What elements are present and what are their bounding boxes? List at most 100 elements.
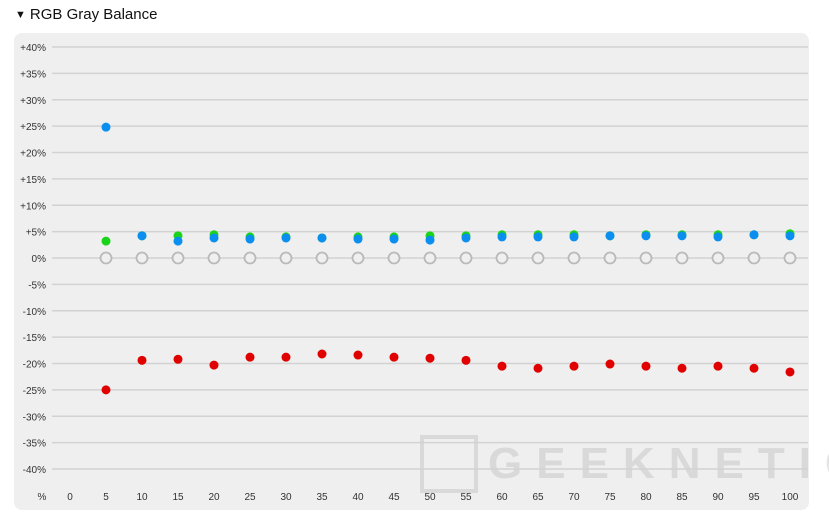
data-point-series-3 [281,233,291,243]
x-tick-label: 10 [136,492,148,503]
reference-point [171,251,185,265]
reference-point [351,251,365,265]
data-point-series-1 [569,361,579,371]
data-point-series-1 [749,363,759,373]
data-point-series-3 [209,233,219,243]
data-point-series-1 [209,360,219,370]
y-tick-label: -35% [23,439,46,450]
reference-point [495,251,509,265]
section-header[interactable]: ▼ RGB Gray Balance [15,6,157,23]
y-tick-label: +15% [20,175,46,186]
y-tick-label: +35% [20,69,46,80]
x-tick-label: 75 [604,492,616,503]
y-tick-label: -15% [23,333,46,344]
data-point-series-1 [353,350,363,360]
data-point-series-3 [173,236,183,246]
reference-point [135,251,149,265]
x-tick-label: 65 [532,492,544,503]
x-tick-label: 100 [782,492,799,503]
data-point-series-3 [317,233,327,243]
data-point-series-3 [641,231,651,241]
data-point-series-3 [137,231,147,241]
x-tick-label: 20 [208,492,220,503]
data-point-series-1 [389,352,399,362]
y-tick-label: 0% [32,254,47,265]
data-point-series-3 [785,231,795,241]
reference-point [279,251,293,265]
triangle-down-icon[interactable]: ▼ [15,8,26,21]
reference-point [459,251,473,265]
data-point-series-1 [281,352,291,362]
data-point-series-1 [713,361,723,371]
x-tick-label: 45 [388,492,400,503]
data-point-series-1 [137,355,147,365]
data-point-series-1 [641,361,651,371]
y-tick-label: -40% [23,465,46,476]
reference-point [711,251,725,265]
x-tick-label: 70 [568,492,580,503]
reference-point [747,251,761,265]
data-point-series-1 [497,361,507,371]
reference-point [675,251,689,265]
reference-point [639,251,653,265]
section-title: RGB Gray Balance [29,6,158,23]
reference-point [99,251,113,265]
x-tick-label: 90 [712,492,724,503]
reference-point [783,251,797,265]
reference-point [243,251,257,265]
data-point-series-1 [245,352,255,362]
data-point-series-3 [569,232,579,242]
data-point-series-3 [713,232,723,242]
reference-point [423,251,437,265]
y-tick-label: +10% [20,201,46,212]
x-tick-label: 40 [352,492,364,503]
chart-panel [14,33,809,510]
data-point-series-1 [785,367,795,377]
x-tick-label: 95 [748,492,760,503]
x-axis-label: % [38,492,47,503]
data-point-series-3 [425,235,435,245]
y-tick-label: +20% [20,149,46,160]
x-tick-label: 35 [316,492,328,503]
x-tick-label: 5 [103,492,109,503]
data-point-series-1 [533,363,543,373]
data-point-series-2 [101,236,111,246]
x-tick-label: 55 [460,492,472,503]
reference-point [567,251,581,265]
data-point-series-1 [605,359,615,369]
x-tick-label: 15 [172,492,184,503]
reference-point [603,251,617,265]
y-tick-label: -20% [23,360,46,371]
reference-point [531,251,545,265]
y-tick-label: +30% [20,96,46,107]
x-tick-label: 50 [424,492,436,503]
y-tick-label: +40% [20,43,46,54]
y-tick-label: -10% [23,307,46,318]
x-tick-label: 25 [244,492,256,503]
x-tick-label: 60 [496,492,508,503]
x-tick-label: 30 [280,492,292,503]
data-point-series-1 [317,349,327,359]
y-tick-label: +5% [26,228,46,239]
y-tick-label: -30% [23,412,46,423]
data-point-series-1 [173,354,183,364]
data-point-series-3 [245,234,255,244]
reference-point [387,251,401,265]
y-tick-label: -25% [23,386,46,397]
data-point-series-3 [749,230,759,240]
watermark-logo: GEEKNETIC [420,435,829,493]
y-tick-label: +25% [20,122,46,133]
data-point-series-3 [533,232,543,242]
x-tick-label: 85 [676,492,688,503]
data-point-series-3 [389,234,399,244]
data-point-series-1 [425,353,435,363]
data-point-series-3 [101,122,111,132]
x-tick-label: 80 [640,492,652,503]
data-point-series-3 [353,234,363,244]
y-tick-label: -5% [28,280,46,291]
data-point-series-1 [101,385,111,395]
data-point-series-3 [677,231,687,241]
data-point-series-1 [461,355,471,365]
data-point-series-1 [677,363,687,373]
reference-point [207,251,221,265]
